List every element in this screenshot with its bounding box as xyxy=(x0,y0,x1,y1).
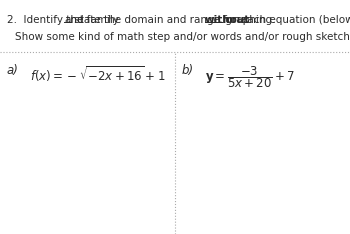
Text: and: and xyxy=(64,15,84,25)
Text: $\mathbf{y} = \dfrac{-3}{5x+20}+7$: $\mathbf{y} = \dfrac{-3}{5x+20}+7$ xyxy=(205,64,295,90)
Text: without: without xyxy=(204,15,250,25)
Text: 2.  Identify the family: 2. Identify the family xyxy=(7,15,122,25)
Text: Show some kind of math step and/or words and/or rough sketch - to demonstrate di: Show some kind of math step and/or words… xyxy=(15,32,350,42)
Text: $f(x) = -\sqrt{-2x+16}+1$: $f(x) = -\sqrt{-2x+16}+1$ xyxy=(30,64,165,84)
Text: graphing.: graphing. xyxy=(222,15,275,25)
Text: state the domain and range for each equation (below) -: state the domain and range for each equa… xyxy=(71,15,350,25)
Text: b): b) xyxy=(182,64,194,77)
Text: a): a) xyxy=(7,64,19,77)
